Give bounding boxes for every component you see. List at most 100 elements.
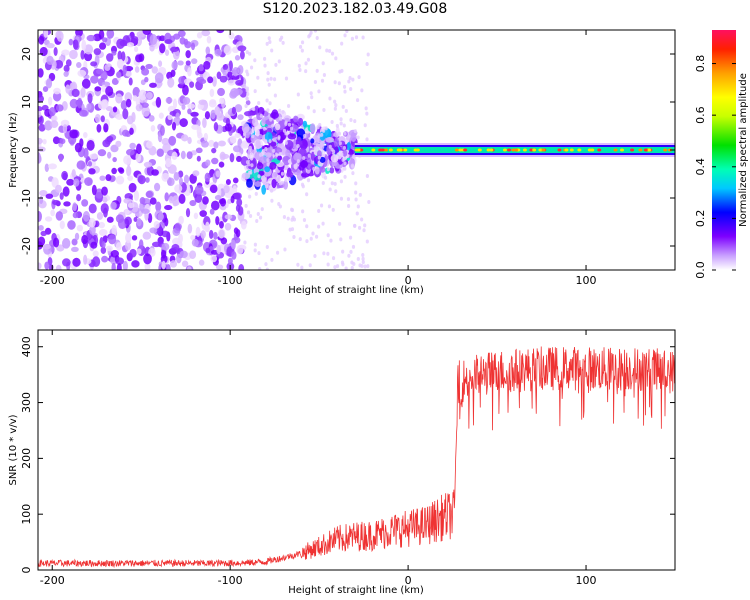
- heatmap-cell: [315, 68, 319, 73]
- colorbar-tick-label: 0.4: [694, 158, 707, 176]
- heatmap-cell: [164, 204, 173, 211]
- snr-frame: [37, 329, 676, 571]
- heatmap-cell: [312, 166, 316, 171]
- heatmap-cell: [334, 103, 338, 108]
- heatmap-cell: [213, 122, 219, 132]
- heatmap-cell: [115, 214, 124, 223]
- heatmap-cell: [267, 82, 271, 87]
- heatmap-cell: [325, 48, 329, 53]
- heatmap-cell: [489, 148, 494, 152]
- heatmap-cell: [305, 239, 309, 244]
- heatmap-cell: [135, 54, 143, 63]
- heatmap-cell: [204, 172, 211, 183]
- heatmap-cell: [296, 262, 300, 267]
- spectrogram-x-tick-label: 0: [405, 274, 412, 287]
- heatmap-cell: [137, 175, 146, 185]
- heatmap-cell: [38, 146, 46, 152]
- heatmap-cell: [149, 44, 155, 52]
- heatmap-cell: [219, 75, 228, 83]
- heatmap-cell: [311, 135, 320, 146]
- heatmap-cell: [343, 131, 347, 136]
- heatmap-cell: [131, 235, 138, 241]
- heatmap-cell: [172, 98, 178, 109]
- heatmap-cell: [186, 266, 192, 270]
- heatmap-cell: [246, 72, 250, 77]
- heatmap-cell: [667, 148, 672, 152]
- heatmap-cell: [177, 60, 184, 66]
- heatmap-cell: [217, 140, 226, 147]
- heatmap-cell: [257, 100, 261, 105]
- heatmap-cell: [197, 132, 203, 139]
- heatmap-cell: [232, 185, 238, 194]
- heatmap-cell: [321, 181, 325, 186]
- heatmap-cell: [129, 127, 134, 135]
- heatmap-cell: [304, 69, 308, 74]
- colorbar-label: Normalized spectral amplitude: [738, 73, 749, 227]
- heatmap-cell: [145, 63, 153, 70]
- heatmap-cell: [138, 239, 144, 251]
- heatmap-cell: [100, 246, 107, 254]
- heatmap-cell: [169, 260, 178, 268]
- heatmap-cell: [330, 119, 334, 124]
- heatmap-cell: [83, 254, 88, 265]
- heatmap-cell: [84, 177, 93, 186]
- heatmap-cell: [363, 223, 367, 228]
- heatmap-cell: [248, 145, 252, 150]
- heatmap-cell: [222, 64, 229, 70]
- heatmap-cell: [93, 48, 102, 56]
- heatmap-cell: [159, 35, 166, 42]
- heatmap-cell: [63, 201, 71, 207]
- heatmap-cell: [265, 267, 269, 270]
- heatmap-cell: [541, 148, 546, 152]
- heatmap-cell: [260, 207, 264, 212]
- heatmap-cell: [89, 153, 99, 160]
- heatmap-cell: [39, 189, 48, 197]
- heatmap-cell: [258, 170, 265, 176]
- heatmap-cell: [340, 68, 344, 73]
- heatmap-cell: [141, 68, 150, 76]
- heatmap-cell: [142, 231, 152, 240]
- heatmap-cell: [326, 251, 330, 256]
- heatmap-cell: [351, 171, 355, 176]
- heatmap-cell: [205, 46, 211, 55]
- heatmap-cell: [300, 48, 304, 53]
- heatmap-cell: [56, 30, 64, 42]
- heatmap-cell: [55, 211, 64, 221]
- snr-y-tick-label: 100: [20, 504, 33, 525]
- heatmap-cell: [132, 95, 138, 102]
- heatmap-cell: [254, 191, 258, 196]
- heatmap-cell: [266, 71, 270, 76]
- snr-x-tick-label: 0: [405, 574, 412, 587]
- heatmap-cell: [274, 152, 278, 157]
- heatmap-cell: [237, 65, 244, 75]
- heatmap-cell: [538, 148, 543, 152]
- heatmap-cell: [327, 204, 332, 209]
- heatmap-cell: [323, 128, 332, 139]
- heatmap-cell: [266, 127, 273, 133]
- heatmap-cell: [220, 153, 230, 160]
- heatmap-cell: [339, 196, 344, 201]
- heatmap-cell: [569, 148, 574, 152]
- heatmap-cell: [48, 163, 57, 170]
- heatmap-cell: [253, 248, 257, 253]
- heatmap-cell: [502, 148, 507, 152]
- heatmap-cell: [190, 42, 196, 51]
- heatmap-cell: [192, 170, 200, 177]
- heatmap-cell: [88, 203, 97, 214]
- heatmap-cell: [111, 167, 117, 175]
- heatmap-cell: [272, 77, 277, 82]
- heatmap-cell: [42, 244, 51, 250]
- heatmap-cell: [224, 222, 232, 231]
- heatmap-cell: [361, 252, 365, 257]
- heatmap-cell: [164, 217, 169, 227]
- snr-x-axis-label: Height of straight line (km): [288, 585, 424, 596]
- heatmap-cell: [349, 117, 353, 122]
- heatmap-cell: [185, 208, 191, 218]
- heatmap-cell: [242, 132, 247, 137]
- heatmap-cell: [115, 93, 123, 104]
- heatmap-cell: [191, 238, 199, 247]
- heatmap-cell: [278, 108, 282, 113]
- heatmap-cell: [46, 55, 54, 65]
- heatmap-cell: [95, 188, 104, 199]
- heatmap-cell: [51, 115, 58, 122]
